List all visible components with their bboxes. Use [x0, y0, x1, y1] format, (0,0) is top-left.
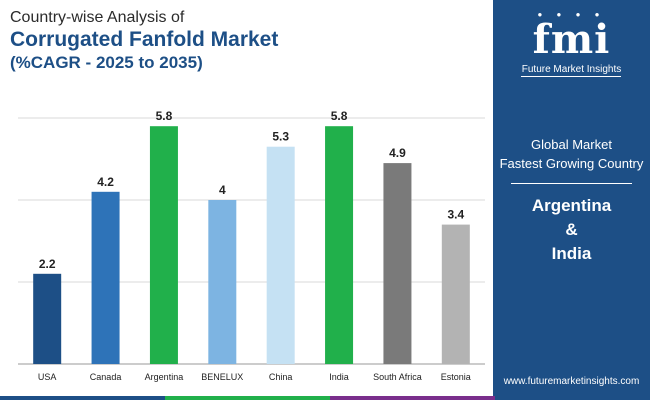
chart-title-block: Country-wise Analysis of Corrugated Fanf… [10, 8, 480, 74]
panel-label-line-2: Fastest Growing Country [499, 156, 644, 171]
logo-icons: ● ● ● ● [537, 10, 606, 19]
x-tick-label: Estonia [441, 372, 471, 382]
bottom-stripe-4 [495, 396, 650, 400]
bar-canada [91, 191, 120, 364]
data-label: 5.8 [331, 109, 348, 123]
x-tick-label: China [269, 372, 293, 382]
bar-china [266, 146, 295, 364]
title-line-1: Country-wise Analysis of [10, 9, 185, 26]
highlight-country-1: Argentina [531, 196, 612, 215]
data-label: 4.9 [389, 146, 406, 160]
bar-usa [33, 273, 62, 364]
data-label: 5.3 [272, 130, 289, 144]
bar-south-africa [383, 163, 412, 364]
bar-india [325, 126, 354, 364]
data-label: 4 [219, 183, 226, 197]
bottom-stripe-3 [330, 396, 495, 400]
data-label: 5.8 [156, 109, 173, 123]
x-tick-label: BENELUX [201, 372, 243, 382]
bar-chart: 2.2 USA 4.2 Canada 5.8 Argentina 4 BENELUX 5.3 Ch… [18, 109, 485, 382]
x-tick-label: India [329, 372, 349, 382]
panel-label-line-1: Global Market [531, 137, 612, 152]
panel-divider [511, 183, 632, 184]
highlight-ampersand: & [565, 220, 578, 239]
data-label: 4.2 [97, 175, 114, 189]
fmi-logo: ● ● ● ● fmi Future Market Insights [493, 6, 650, 76]
logo-rule [521, 76, 621, 77]
bottom-stripe-2 [165, 396, 330, 400]
x-tick-label: South Africa [373, 372, 422, 382]
x-tick-label: Argentina [145, 372, 184, 382]
bar-benelux [208, 200, 237, 364]
side-panel: ● ● ● ● fmi Future Market Insights Globa… [493, 0, 650, 400]
website-link[interactable]: www.futuremarketinsights.com [503, 376, 640, 387]
title-line-3: (%CAGR - 2025 to 2035) [10, 53, 203, 72]
title-line-2: Corrugated Fanfold Market [10, 28, 279, 51]
x-tick-label: Canada [90, 372, 122, 382]
bar-estonia [441, 224, 470, 364]
logo-subtitle: Future Market Insights [521, 64, 622, 75]
highlight-country-2: India [551, 244, 592, 263]
bottom-stripe-1 [0, 396, 165, 400]
data-label: 3.4 [447, 208, 464, 222]
bar-argentina [149, 126, 178, 364]
data-label: 2.2 [39, 257, 56, 271]
logo-wordmark: fmi [532, 16, 611, 63]
x-tick-label: USA [38, 372, 57, 382]
